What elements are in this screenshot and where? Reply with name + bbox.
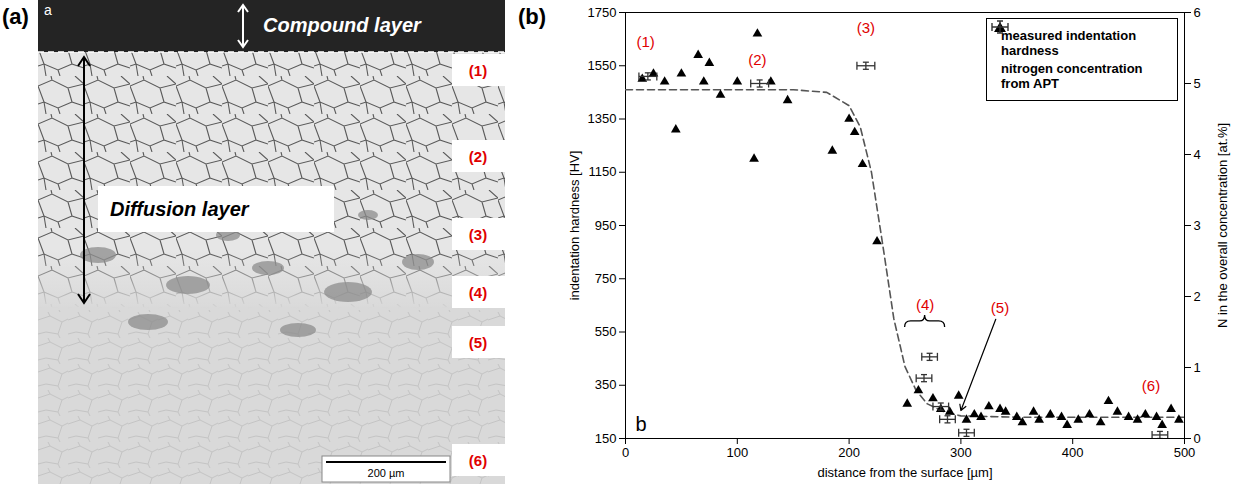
svg-text:0: 0 [1194,431,1201,446]
svg-text:(4): (4) [916,296,934,313]
svg-text:1350: 1350 [588,111,617,126]
svg-text:3: 3 [1194,218,1201,233]
svg-text:1750: 1750 [588,5,617,20]
svg-text:100: 100 [726,445,748,460]
svg-text:distance from the surface [µm]: distance from the surface [µm] [817,465,992,480]
svg-text:400: 400 [1062,445,1084,460]
svg-text:(1): (1) [636,33,654,50]
html-text:(a): (a) [2,4,29,29]
svg-text:4: 4 [1194,147,1201,162]
svg-text:200: 200 [838,445,860,460]
svg-text:1550: 1550 [588,58,617,73]
svg-text:(4): (4) [469,284,487,301]
svg-text:750: 750 [595,271,617,286]
svg-text:350: 350 [595,377,617,392]
svg-text:Diffusion layer: Diffusion layer [110,198,250,220]
svg-text:(5): (5) [469,334,487,351]
svg-text:indentation hardness [HV]: indentation hardness [HV] [567,151,582,301]
svg-text:N in the overall concentration: N in the overall concentration [at.%] [1215,123,1230,328]
svg-text:(2): (2) [469,148,487,165]
html-text:measured indentation hardness: measured indentation hardness [1001,28,1137,58]
svg-text:Compound layer: Compound layer [263,14,422,36]
svg-text:6: 6 [1194,5,1201,20]
svg-text:2: 2 [1194,289,1201,304]
svg-text:5: 5 [1194,76,1201,91]
svg-text:(6): (6) [1142,377,1160,394]
svg-text:500: 500 [1174,445,1196,460]
svg-text:(3): (3) [857,19,875,36]
svg-text:300: 300 [950,445,972,460]
svg-text:(2): (2) [748,51,766,68]
svg-text:a: a [44,2,52,18]
html-text:nitrogen concentration from AP: nitrogen concentration from APT [1001,61,1143,91]
svg-text:1: 1 [1194,360,1201,375]
svg-text:(6): (6) [469,452,487,469]
svg-text:0: 0 [622,445,629,460]
svg-text:(3): (3) [469,226,487,243]
svg-text:(5): (5) [991,299,1009,316]
svg-text:1150: 1150 [589,164,617,179]
svg-text:150: 150 [595,431,617,446]
html-text:(b): (b) [518,4,547,29]
svg-text:550: 550 [595,324,617,339]
svg-text:b: b [636,413,647,435]
svg-text:(1): (1) [469,62,487,79]
svg-text:200 µm: 200 µm [368,467,405,479]
svg-text:950: 950 [595,218,617,233]
